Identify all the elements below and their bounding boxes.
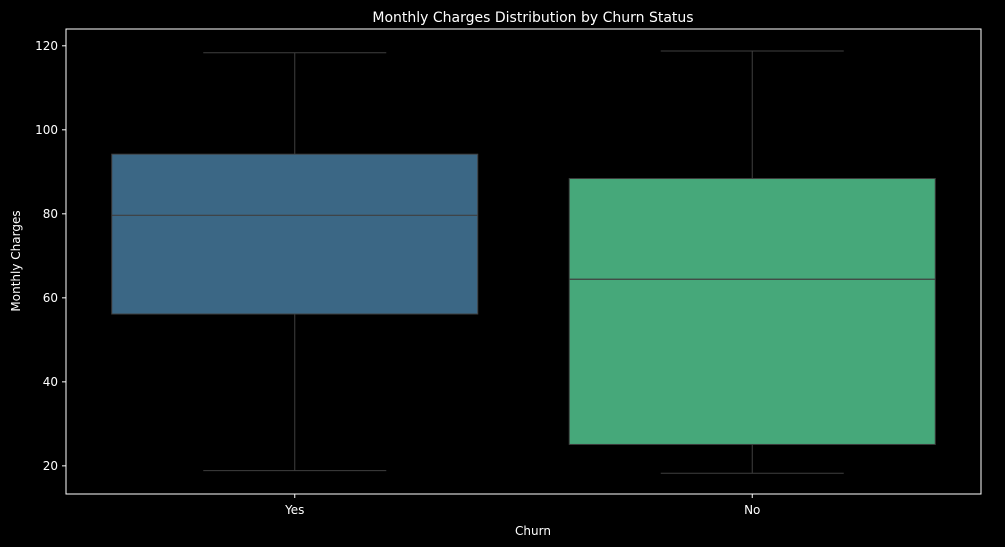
- axes-frame: [65, 28, 982, 495]
- box-body: [568, 178, 936, 445]
- plot-area: [111, 50, 936, 474]
- y-tick-label: 80: [43, 207, 58, 221]
- chart-title: Monthly Charges Distribution by Churn St…: [372, 10, 693, 26]
- y-axis: 20 40 60 80 100 120: [35, 39, 66, 473]
- y-tick-label: 100: [35, 123, 58, 137]
- box-body: [111, 153, 479, 315]
- y-tick-label: 40: [43, 375, 58, 389]
- y-tick-label: 120: [35, 39, 58, 53]
- box-yes: [111, 52, 479, 472]
- box-no: [568, 50, 936, 474]
- x-axis: Yes No: [284, 494, 760, 517]
- y-axis-label: Monthly Charges: [9, 210, 23, 311]
- x-axis-label: Churn: [515, 524, 551, 538]
- x-tick-label: Yes: [284, 503, 304, 517]
- y-tick-label: 60: [43, 291, 58, 305]
- y-tick-label: 20: [43, 459, 58, 473]
- x-tick-label: No: [744, 503, 760, 517]
